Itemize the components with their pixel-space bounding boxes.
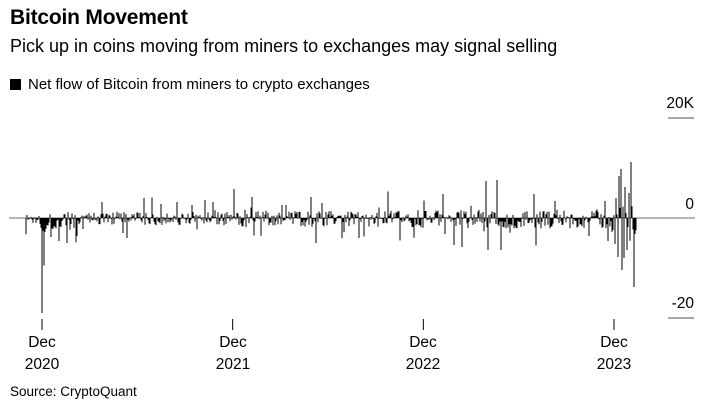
legend-swatch-icon (10, 79, 21, 90)
x-axis-year: 2021 (215, 356, 251, 373)
x-axis-tick-marks (41, 319, 615, 330)
x-axis-year: 2022 (405, 356, 441, 373)
y-axis-label-0: 0 (685, 196, 694, 213)
x-axis-year: 2023 (596, 356, 632, 373)
chart-subtitle: Pick up in coins moving from miners to e… (10, 36, 558, 56)
x-axis-month: Dec (409, 334, 437, 351)
page-title: Bitcoin Movement (10, 6, 188, 29)
x-axis-year: 2020 (24, 356, 60, 373)
source-attribution: Source: CryptoQuant (10, 384, 137, 399)
x-axis-month: Dec (219, 334, 247, 351)
y-axis-tick-dashes (668, 117, 694, 319)
y-axis-label-neg20: -20 (671, 295, 694, 312)
x-axis-month: Dec (28, 334, 56, 351)
legend: Net flow of Bitcoin from miners to crypt… (10, 76, 370, 93)
y-axis-label-20k: 20K (666, 95, 694, 112)
net-flow-bars (25, 162, 637, 313)
x-axis-label-dec-2021: Dec 2021 (193, 332, 273, 376)
x-axis-label-dec-2023: Dec 2023 (574, 332, 654, 376)
x-axis-label-dec-2022: Dec 2022 (383, 332, 463, 376)
legend-label: Net flow of Bitcoin from miners to crypt… (28, 76, 370, 93)
x-axis-label-dec-2020: Dec 2020 (2, 332, 82, 376)
x-axis-month: Dec (600, 334, 628, 351)
